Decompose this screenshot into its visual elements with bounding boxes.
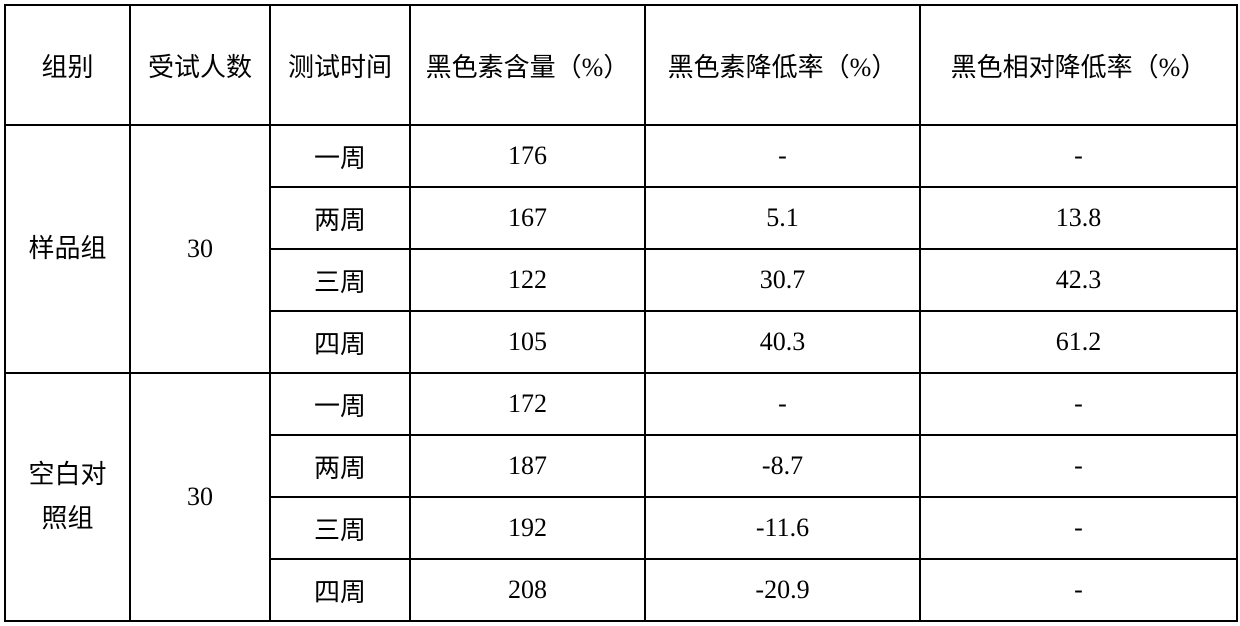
col-header-rel-reduce: 黑色相对降低率（%）: [920, 5, 1237, 125]
time-cell: 一周: [270, 125, 410, 187]
time-cell: 两周: [270, 187, 410, 249]
melanin-cell: 122: [410, 249, 645, 311]
time-cell: 四周: [270, 559, 410, 621]
rel-cell: 42.3: [920, 249, 1237, 311]
col-header-reduce: 黑色素降低率（%）: [645, 5, 920, 125]
table-row: 空白对照组 30 一周 172 - -: [5, 373, 1237, 435]
rel-cell: -: [920, 559, 1237, 621]
subjects-cell: 30: [130, 125, 270, 373]
table-row: 样品组 30 一周 176 - -: [5, 125, 1237, 187]
col-header-group: 组别: [5, 5, 130, 125]
melanin-cell: 208: [410, 559, 645, 621]
reduce-cell: -: [645, 125, 920, 187]
rel-cell: 61.2: [920, 311, 1237, 373]
reduce-cell: 5.1: [645, 187, 920, 249]
rel-cell: -: [920, 497, 1237, 559]
reduce-cell: -20.9: [645, 559, 920, 621]
group-name-cell: 样品组: [5, 125, 130, 373]
reduce-cell: -11.6: [645, 497, 920, 559]
rel-cell: -: [920, 373, 1237, 435]
rel-cell: -: [920, 125, 1237, 187]
time-cell: 四周: [270, 311, 410, 373]
reduce-cell: -8.7: [645, 435, 920, 497]
table-header-row: 组别 受试人数 测试时间 黑色素含量（%） 黑色素降低率（%） 黑色相对降低率（…: [5, 5, 1237, 125]
reduce-cell: -: [645, 373, 920, 435]
melanin-cell: 167: [410, 187, 645, 249]
melanin-cell: 176: [410, 125, 645, 187]
time-cell: 三周: [270, 249, 410, 311]
time-cell: 三周: [270, 497, 410, 559]
melanin-cell: 105: [410, 311, 645, 373]
melanin-cell: 187: [410, 435, 645, 497]
reduce-cell: 40.3: [645, 311, 920, 373]
col-header-test-time: 测试时间: [270, 5, 410, 125]
rel-cell: -: [920, 435, 1237, 497]
reduce-cell: 30.7: [645, 249, 920, 311]
results-table: 组别 受试人数 测试时间 黑色素含量（%） 黑色素降低率（%） 黑色相对降低率（…: [4, 4, 1238, 622]
col-header-melanin: 黑色素含量（%）: [410, 5, 645, 125]
time-cell: 两周: [270, 435, 410, 497]
melanin-cell: 192: [410, 497, 645, 559]
melanin-cell: 172: [410, 373, 645, 435]
subjects-cell: 30: [130, 373, 270, 621]
group-name-cell: 空白对照组: [5, 373, 130, 621]
rel-cell: 13.8: [920, 187, 1237, 249]
time-cell: 一周: [270, 373, 410, 435]
col-header-subjects: 受试人数: [130, 5, 270, 125]
